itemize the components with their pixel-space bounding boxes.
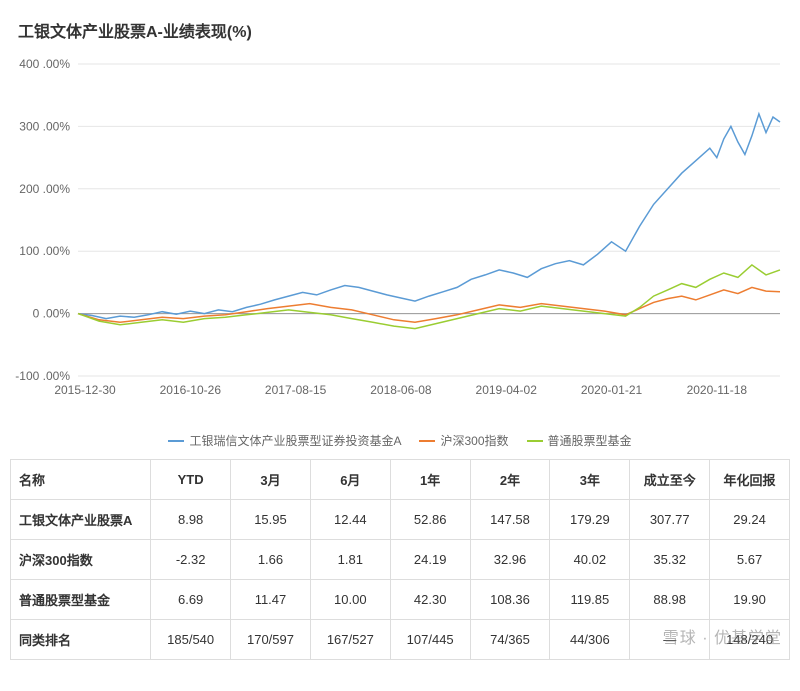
- row-name: 普通股票型基金: [11, 580, 151, 620]
- table-cell: 148/240: [710, 620, 790, 660]
- svg-text:2015-12-30: 2015-12-30: [54, 383, 116, 397]
- table-row: 同类排名185/540170/597167/527107/44574/36544…: [11, 620, 790, 660]
- svg-text:2019-04-02: 2019-04-02: [476, 383, 538, 397]
- legend-item: 工银瑞信文体产业股票型证券投资基金A: [168, 432, 401, 449]
- table-cell: 44/306: [550, 620, 630, 660]
- table-header: 6月: [310, 460, 390, 500]
- svg-text:200 .00%: 200 .00%: [19, 182, 70, 196]
- svg-text:2016-10-26: 2016-10-26: [160, 383, 222, 397]
- svg-text:-100 .00%: -100 .00%: [15, 369, 70, 383]
- svg-text:2020-11-18: 2020-11-18: [687, 383, 748, 397]
- legend-swatch: [527, 440, 543, 442]
- table-cell: 52.86: [390, 500, 470, 540]
- performance-table: 名称YTD3月6月1年2年3年成立至今年化回报工银文体产业股票A8.9815.9…: [10, 459, 790, 660]
- row-name: 同类排名: [11, 620, 151, 660]
- table-cell: 170/597: [231, 620, 311, 660]
- table-header: 年化回报: [710, 460, 790, 500]
- table-cell: 307.77: [630, 500, 710, 540]
- legend-label: 普通股票型基金: [548, 432, 632, 449]
- table-cell: 5.67: [710, 540, 790, 580]
- legend-item: 沪深300指数: [419, 432, 508, 449]
- chart-area: -100 .00% 0 .00% 100 .00% 200 .00% 300 .00% 4…: [10, 46, 790, 426]
- table-cell: 12.44: [310, 500, 390, 540]
- table-cell: 167/527: [310, 620, 390, 660]
- legend-item: 普通股票型基金: [527, 432, 632, 449]
- table-header: YTD: [151, 460, 231, 500]
- legend-label: 沪深300指数: [440, 432, 508, 449]
- svg-text:2020-01-21: 2020-01-21: [581, 383, 643, 397]
- table-cell: 108.36: [470, 580, 550, 620]
- table-cell: 88.98: [630, 580, 710, 620]
- legend-swatch: [419, 440, 435, 442]
- table-cell: 19.90: [710, 580, 790, 620]
- table-cell: 10.00: [310, 580, 390, 620]
- legend-swatch: [168, 440, 184, 442]
- performance-panel: 工银文体产业股票A-业绩表现(%) -100 .00% 0 .00% 100 .00…: [0, 0, 800, 660]
- table-cell: 1.66: [231, 540, 311, 580]
- table-cell: 15.95: [231, 500, 311, 540]
- table-cell: 107/445: [390, 620, 470, 660]
- table-cell: 29.24: [710, 500, 790, 540]
- table-cell: 179.29: [550, 500, 630, 540]
- row-name: 沪深300指数: [11, 540, 151, 580]
- table-cell: 42.30: [390, 580, 470, 620]
- svg-text:100 .00%: 100 .00%: [19, 244, 70, 258]
- svg-text:0 .00%: 0 .00%: [33, 307, 71, 321]
- table-cell: 32.96: [470, 540, 550, 580]
- table-header: 3年: [550, 460, 630, 500]
- table-cell: 8.98: [151, 500, 231, 540]
- svg-text:2018-06-08: 2018-06-08: [370, 383, 432, 397]
- table-cell: 74/365: [470, 620, 550, 660]
- table-header: 3月: [231, 460, 311, 500]
- table-cell: 40.02: [550, 540, 630, 580]
- table-row: 沪深300指数-2.321.661.8124.1932.9640.0235.32…: [11, 540, 790, 580]
- table-cell: 6.69: [151, 580, 231, 620]
- table-header: 2年: [470, 460, 550, 500]
- legend-label: 工银瑞信文体产业股票型证券投资基金A: [189, 432, 401, 449]
- row-name: 工银文体产业股票A: [11, 500, 151, 540]
- table-row: 普通股票型基金6.6911.4710.0042.30108.36119.8588…: [11, 580, 790, 620]
- table-cell: 147.58: [470, 500, 550, 540]
- table-cell: 24.19: [390, 540, 470, 580]
- chart-legend: 工银瑞信文体产业股票型证券投资基金A 沪深300指数 普通股票型基金: [10, 426, 790, 459]
- line-chart: -100 .00% 0 .00% 100 .00% 200 .00% 300 .00% 4…: [10, 46, 790, 426]
- table-cell: —: [630, 620, 710, 660]
- table-cell: 11.47: [231, 580, 311, 620]
- svg-text:2017-08-15: 2017-08-15: [265, 383, 327, 397]
- svg-text:300 .00%: 300 .00%: [19, 119, 70, 133]
- chart-title: 工银文体产业股票A-业绩表现(%): [10, 10, 790, 46]
- table-cell: -2.32: [151, 540, 231, 580]
- table-cell: 119.85: [550, 580, 630, 620]
- table-cell: 35.32: [630, 540, 710, 580]
- table-row: 工银文体产业股票A8.9815.9512.4452.86147.58179.29…: [11, 500, 790, 540]
- table-header: 成立至今: [630, 460, 710, 500]
- table-cell: 185/540: [151, 620, 231, 660]
- table-header: 名称: [11, 460, 151, 500]
- table-cell: 1.81: [310, 540, 390, 580]
- svg-text:400 .00%: 400 .00%: [19, 57, 70, 71]
- table-header: 1年: [390, 460, 470, 500]
